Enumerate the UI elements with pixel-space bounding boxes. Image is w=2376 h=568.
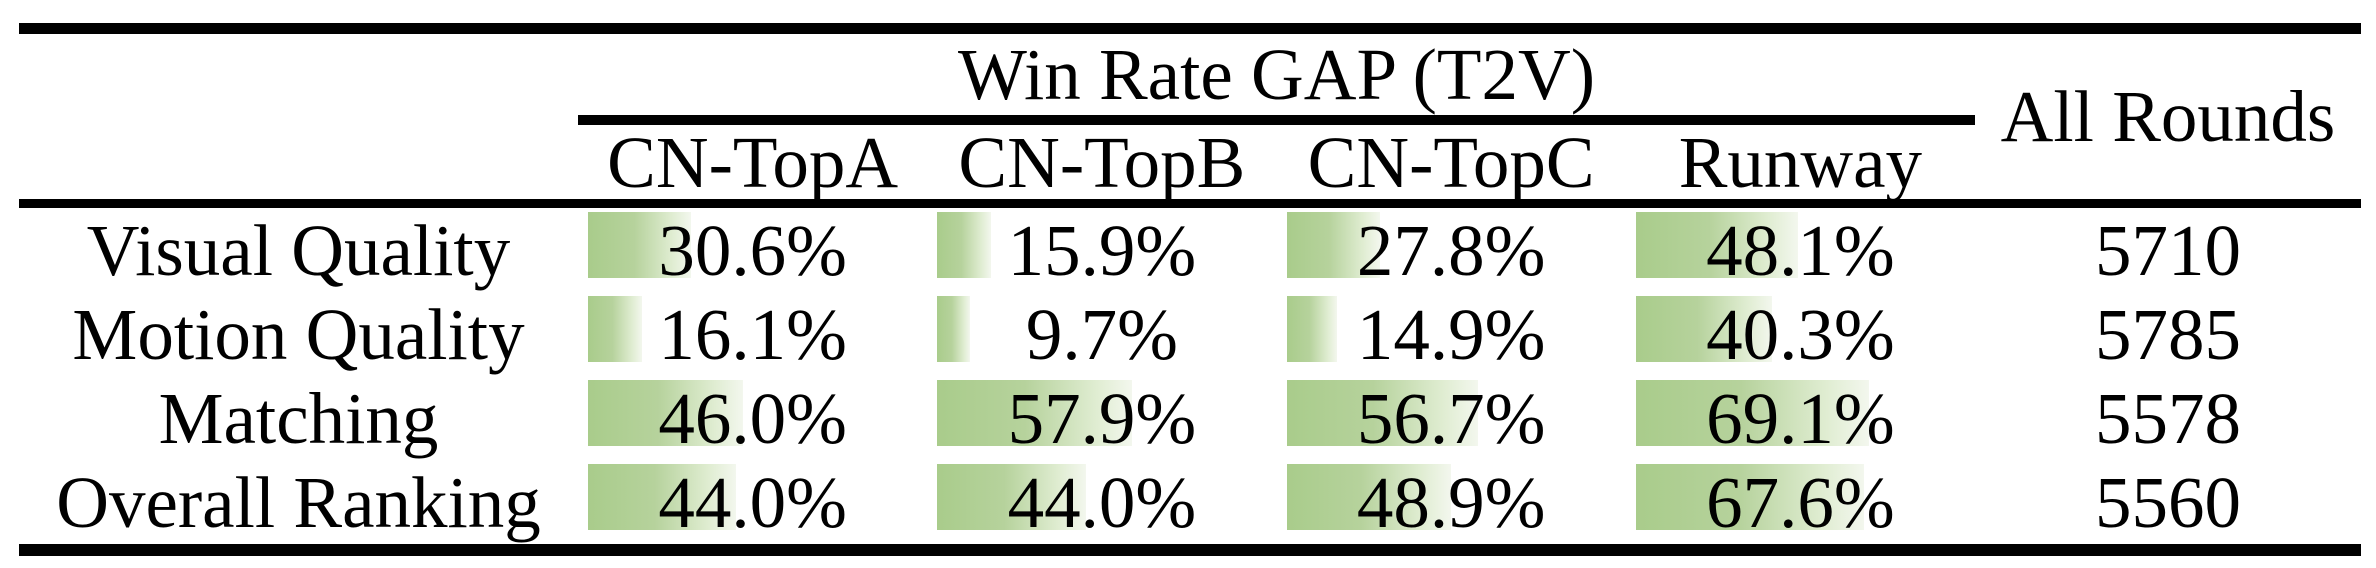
win-rate-value: 56.7% [1356,377,1546,459]
win-rate-cell: 40.3% [1626,292,1975,376]
table-row: Visual Quality 30.6% 15.9% 27.8% 48.1% 5… [19,208,2361,292]
win-rate-value: 9.7% [1025,293,1178,375]
win-rate-cell: 56.7% [1277,376,1626,460]
win-rate-value: 14.9% [1356,293,1546,375]
win-rate-bar [1635,296,1772,362]
row-label: Overall Ranking [56,461,541,543]
win-rate-bar [937,464,1086,530]
table-top-rule [19,23,2361,34]
column-header-cn-topb: CN-TopB [958,121,1246,203]
table-row: Matching 46.0% 57.9% 56.7% 69.1% 5578 [19,376,2361,460]
win-rate-bar [588,296,643,362]
win-rate-value: 48.9% [1356,461,1546,543]
table-row: Overall Ranking 44.0% 44.0% 48.9% 67.6% … [19,460,2361,544]
win-rate-value: 46.0% [658,377,847,459]
win-rate-cell: 27.8% [1277,208,1626,292]
win-rate-bar [1286,212,1381,278]
win-rate-cell: 15.9% [927,208,1276,292]
win-rate-bar [1635,464,1864,530]
win-rate-cell: 44.0% [578,460,927,544]
win-rate-value: 44.0% [658,461,847,543]
group-header-win-rate-gap: Win Rate GAP (T2V) [957,34,1596,115]
win-rate-value: 69.1% [1706,377,1895,459]
table-body: Visual Quality 30.6% 15.9% 27.8% 48.1% 5… [19,208,2361,544]
win-rate-value: 15.9% [1007,209,1197,291]
win-rate-cell: 48.9% [1277,460,1626,544]
win-rate-bar [1286,464,1452,530]
all-rounds-value: 5710 [2095,209,2241,291]
table-bottom-rule [19,544,2361,556]
win-rate-bar [588,380,743,446]
all-rounds-value: 5578 [2095,377,2241,459]
win-rate-cell: 9.7% [927,292,1276,376]
column-header-runway: Runway [1678,121,1923,203]
win-rate-cell: 46.0% [578,376,927,460]
win-rate-cell: 67.6% [1626,460,1975,544]
win-rate-bar [1286,380,1478,446]
table-row: Motion Quality 16.1% 9.7% 14.9% 40.3% 57… [19,292,2361,376]
win-rate-cell: 48.1% [1626,208,1975,292]
row-label: Visual Quality [86,209,511,291]
row-label: Matching [158,377,439,459]
win-rate-value: 27.8% [1356,209,1546,291]
win-rate-cell: 69.1% [1626,376,1975,460]
win-rate-bar [937,380,1133,446]
win-rate-value: 30.6% [658,209,847,291]
win-rate-bar [937,296,970,362]
row-label: Motion Quality [72,293,525,375]
column-header-all-rounds: All Rounds [2000,76,2336,157]
win-rate-cell: 57.9% [927,376,1276,460]
header-separator-rule [19,199,2361,208]
all-rounds-value: 5560 [2095,461,2241,543]
win-rate-cell: 14.9% [1277,292,1626,376]
win-rate-bar [588,212,692,278]
win-rate-bar [1286,296,1337,362]
win-rate-cell: 16.1% [578,292,927,376]
table-header: Win Rate GAP (T2V) CN-TopA CN-TopB CN-To… [19,34,2361,199]
results-table: Win Rate GAP (T2V) CN-TopA CN-TopB CN-To… [19,23,2361,556]
column-header-cn-topc: CN-TopC [1307,121,1595,203]
all-rounds-value: 5785 [2095,293,2241,375]
group-header-underline-rule [578,115,1975,125]
win-rate-value: 44.0% [1007,461,1197,543]
win-rate-bar [1635,380,1869,446]
win-rate-value: 57.9% [1007,377,1197,459]
column-header-row: CN-TopA CN-TopB CN-TopC Runway [578,125,1975,199]
win-rate-cell: 44.0% [927,460,1276,544]
win-rate-bar [588,464,737,530]
win-rate-cell: 30.6% [578,208,927,292]
win-rate-value: 67.6% [1706,461,1895,543]
win-rate-bar [1635,212,1798,278]
win-rate-value: 16.1% [658,293,847,375]
win-rate-bar [937,212,991,278]
column-header-cn-topa: CN-TopA [607,121,899,203]
win-rate-value: 48.1% [1706,209,1895,291]
win-rate-value: 40.3% [1706,293,1895,375]
